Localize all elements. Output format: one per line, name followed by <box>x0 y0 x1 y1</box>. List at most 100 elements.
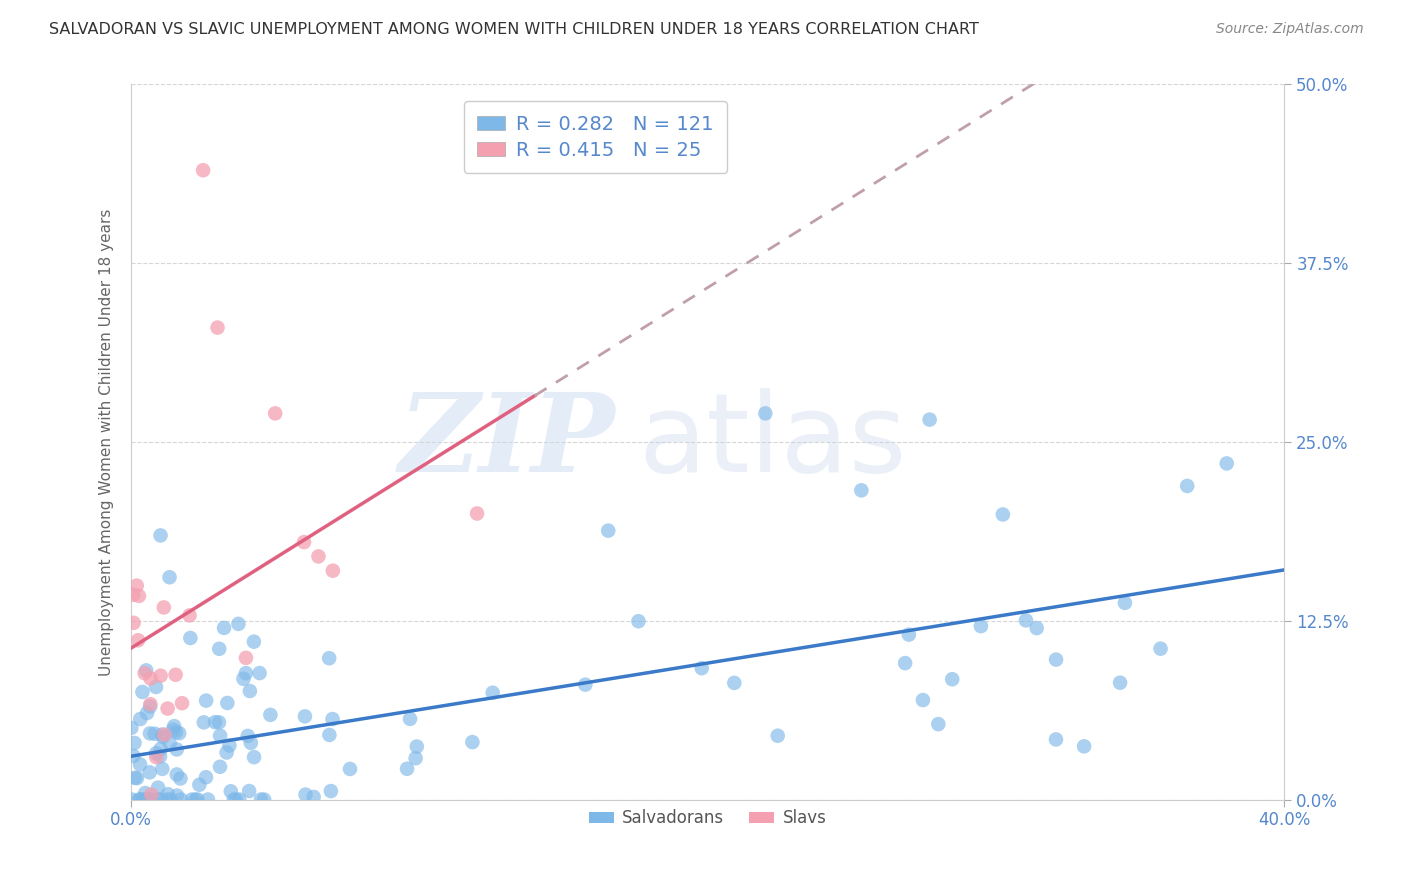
Point <box>1149 641 1171 656</box>
Point <box>219 784 242 798</box>
Point <box>138 792 160 806</box>
Point <box>307 549 329 564</box>
Point <box>197 792 219 806</box>
Point <box>239 684 262 698</box>
Point <box>222 792 245 806</box>
Point <box>405 751 427 765</box>
Point <box>991 508 1014 522</box>
Point <box>165 667 187 681</box>
Point <box>754 406 776 420</box>
Point <box>141 788 163 802</box>
Point <box>243 634 266 648</box>
Point <box>134 666 156 681</box>
Point <box>208 760 231 774</box>
Point <box>204 715 226 730</box>
Point <box>723 676 745 690</box>
Point <box>139 726 162 740</box>
Point <box>149 669 172 683</box>
Point <box>208 641 231 656</box>
Point <box>399 712 422 726</box>
Point <box>187 792 209 806</box>
Point <box>163 719 186 733</box>
Point <box>235 651 257 665</box>
Point <box>208 715 231 730</box>
Point <box>319 784 342 798</box>
Point <box>235 666 257 681</box>
Point <box>159 570 181 584</box>
Point <box>146 792 169 806</box>
Point <box>122 615 145 630</box>
Point <box>1114 596 1136 610</box>
Point <box>150 792 173 806</box>
Text: Source: ZipAtlas.com: Source: ZipAtlas.com <box>1216 22 1364 37</box>
Point <box>209 729 232 743</box>
Point <box>481 686 503 700</box>
Point <box>574 678 596 692</box>
Point <box>188 778 211 792</box>
Point <box>121 792 143 806</box>
Point <box>132 792 155 806</box>
Point <box>294 709 316 723</box>
Point <box>318 651 340 665</box>
Point <box>170 792 193 806</box>
Point <box>145 746 167 760</box>
Point <box>212 621 235 635</box>
Point <box>1109 675 1132 690</box>
Point <box>465 507 488 521</box>
Point <box>294 788 316 802</box>
Point <box>139 699 162 714</box>
Point <box>598 524 620 538</box>
Point <box>124 771 146 785</box>
Y-axis label: Unemployment Among Women with Children Under 18 years: Unemployment Among Women with Children U… <box>100 209 114 675</box>
Point <box>128 792 150 806</box>
Point <box>236 729 259 743</box>
Point <box>264 406 287 420</box>
Text: ZIP: ZIP <box>399 388 616 496</box>
Point <box>139 697 162 711</box>
Point <box>228 616 250 631</box>
Point <box>250 792 273 806</box>
Point <box>941 672 963 686</box>
Point <box>894 656 917 670</box>
Point <box>135 664 157 678</box>
Point <box>141 792 163 806</box>
Text: SALVADORAN VS SLAVIC UNEMPLOYMENT AMONG WOMEN WITH CHILDREN UNDER 18 YEARS CORRE: SALVADORAN VS SLAVIC UNEMPLOYMENT AMONG … <box>49 22 979 37</box>
Point <box>149 742 172 756</box>
Point <box>169 772 191 786</box>
Point <box>292 535 315 549</box>
Text: atlas: atlas <box>638 389 907 495</box>
Point <box>851 483 873 498</box>
Point <box>150 728 173 742</box>
Point <box>218 739 240 753</box>
Point <box>149 528 172 542</box>
Point <box>911 693 934 707</box>
Point <box>134 792 156 806</box>
Point <box>217 696 239 710</box>
Point <box>145 750 167 764</box>
Point <box>166 742 188 756</box>
Point <box>1073 739 1095 754</box>
Point <box>150 762 173 776</box>
Point <box>124 736 146 750</box>
Point <box>1015 613 1038 627</box>
Point <box>153 600 176 615</box>
Point <box>122 748 145 763</box>
Point <box>253 792 276 806</box>
Point <box>131 685 153 699</box>
Point <box>156 701 179 715</box>
Point <box>1215 457 1237 471</box>
Point <box>122 588 145 602</box>
Point <box>162 723 184 737</box>
Point <box>1045 732 1067 747</box>
Point <box>318 728 340 742</box>
Point <box>166 789 188 803</box>
Point <box>129 712 152 726</box>
Point <box>918 412 941 426</box>
Point <box>339 762 361 776</box>
Point <box>228 792 250 806</box>
Point <box>125 578 148 592</box>
Point <box>153 728 176 742</box>
Point <box>184 792 207 806</box>
Point <box>302 789 325 804</box>
Point <box>195 770 218 784</box>
